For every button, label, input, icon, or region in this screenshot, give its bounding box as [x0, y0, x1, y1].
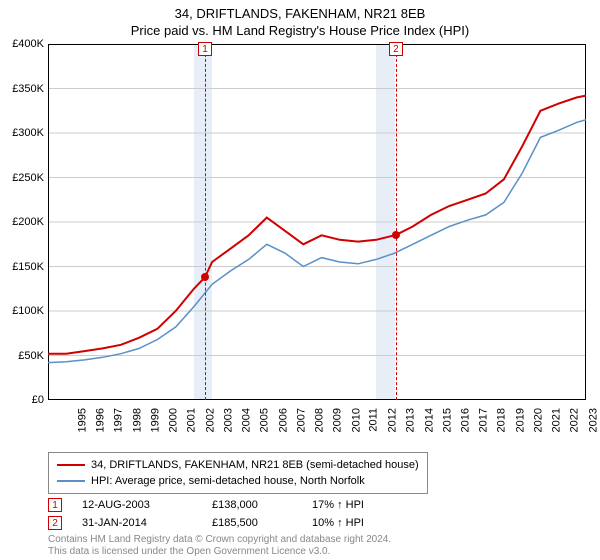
x-tick-label: 2019	[514, 408, 526, 432]
x-tick-label: 2015	[441, 408, 453, 432]
sale-marker-box: 1	[198, 42, 212, 56]
x-tick-label: 1995	[76, 408, 88, 432]
y-tick-label: £250K	[12, 172, 44, 184]
footnote-line2: This data is licensed under the Open Gov…	[48, 546, 391, 558]
y-tick-label: £300K	[12, 127, 44, 139]
x-tick-label: 2018	[496, 408, 508, 432]
legend-row-property: 34, DRIFTLANDS, FAKENHAM, NR21 8EB (semi…	[57, 457, 419, 473]
x-tick-label: 2005	[259, 408, 271, 432]
x-tick-label: 2007	[295, 408, 307, 432]
legend: 34, DRIFTLANDS, FAKENHAM, NR21 8EB (semi…	[48, 452, 428, 494]
sale-dot	[201, 273, 209, 281]
x-tick-label: 2008	[314, 408, 326, 432]
footnote-line1: Contains HM Land Registry data © Crown c…	[48, 534, 391, 546]
sales-pct-2: 10% ↑ HPI	[312, 517, 392, 529]
x-tick-label: 2021	[551, 408, 563, 432]
y-tick-label: £350K	[12, 83, 44, 95]
y-tick-label: £150K	[12, 261, 44, 273]
legend-swatch-property	[57, 464, 85, 466]
x-tick-label: 2013	[405, 408, 417, 432]
footnote: Contains HM Land Registry data © Crown c…	[48, 534, 391, 557]
x-tick-label: 2009	[332, 408, 344, 432]
sales-marker-2: 2	[48, 516, 62, 530]
sales-row-1: 1 12-AUG-2003 £138,000 17% ↑ HPI	[48, 496, 392, 514]
y-tick-label: £100K	[12, 305, 44, 317]
x-tick-label: 2016	[459, 408, 471, 432]
sales-row-2: 2 31-JAN-2014 £185,500 10% ↑ HPI	[48, 514, 392, 532]
x-tick-label: 2010	[350, 408, 362, 432]
x-tick-label: 2012	[387, 408, 399, 432]
x-tick-label: 2014	[423, 408, 435, 432]
sale-vline	[396, 44, 397, 400]
x-tick-label: 2020	[532, 408, 544, 432]
legend-swatch-hpi	[57, 480, 85, 482]
sale-vline	[205, 44, 206, 400]
sale-marker-box: 2	[389, 42, 403, 56]
x-tick-label: 2011	[367, 408, 379, 432]
chart-area: 12 £0£50K£100K£150K£200K£250K£300K£350K£…	[48, 44, 586, 416]
x-tick-label: 2002	[204, 408, 216, 432]
legend-label-property: 34, DRIFTLANDS, FAKENHAM, NR21 8EB (semi…	[91, 459, 419, 471]
x-tick-label: 1999	[149, 408, 161, 432]
x-tick-label: 2003	[222, 408, 234, 432]
title-main: 34, DRIFTLANDS, FAKENHAM, NR21 8EB	[0, 6, 600, 21]
x-tick-label: 2006	[277, 408, 289, 432]
sales-table: 1 12-AUG-2003 £138,000 17% ↑ HPI 2 31-JA…	[48, 496, 392, 532]
chart-container: 34, DRIFTLANDS, FAKENHAM, NR21 8EB Price…	[0, 0, 600, 560]
title-sub: Price paid vs. HM Land Registry's House …	[0, 23, 600, 38]
x-tick-label: 2004	[241, 408, 253, 432]
y-tick-label: £50K	[18, 350, 44, 362]
plot-area: 12	[48, 44, 586, 400]
sale-dot	[392, 231, 400, 239]
sales-pct-1: 17% ↑ HPI	[312, 499, 392, 511]
x-tick-label: 2001	[186, 408, 198, 432]
title-block: 34, DRIFTLANDS, FAKENHAM, NR21 8EB Price…	[0, 0, 600, 38]
x-tick-label: 2000	[168, 408, 180, 432]
legend-row-hpi: HPI: Average price, semi-detached house,…	[57, 473, 419, 489]
legend-label-hpi: HPI: Average price, semi-detached house,…	[91, 475, 365, 487]
sales-price-2: £185,500	[212, 517, 312, 529]
sales-marker-1: 1	[48, 498, 62, 512]
x-tick-label: 1996	[95, 408, 107, 432]
x-tick-label: 2022	[569, 408, 581, 432]
sales-price-1: £138,000	[212, 499, 312, 511]
sales-date-1: 12-AUG-2003	[82, 499, 212, 511]
sales-date-2: 31-JAN-2014	[82, 517, 212, 529]
x-tick-label: 2017	[478, 408, 490, 432]
x-tick-label: 2023	[587, 408, 599, 432]
y-tick-label: £400K	[12, 38, 44, 50]
x-tick-label: 1997	[113, 408, 125, 432]
y-tick-label: £0	[32, 394, 44, 406]
y-tick-label: £200K	[12, 216, 44, 228]
series-svg	[48, 44, 586, 400]
x-tick-label: 1998	[131, 408, 143, 432]
